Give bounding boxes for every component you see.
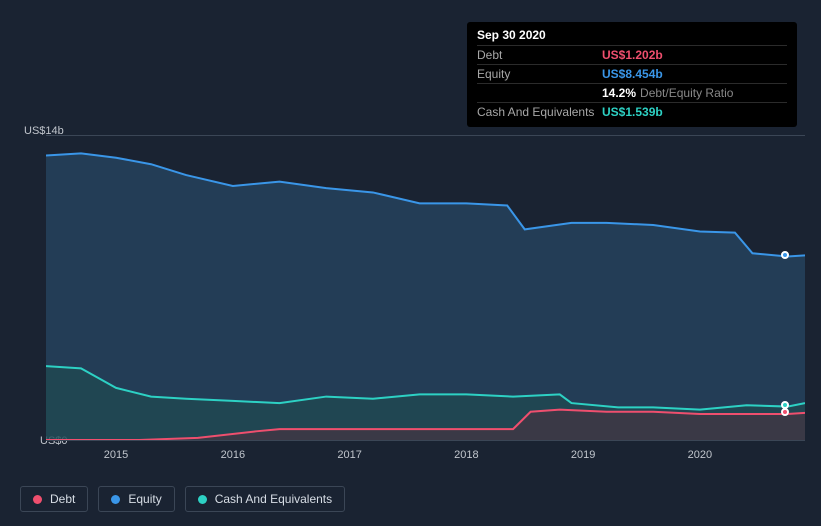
x-tick: 2020: [688, 449, 712, 461]
legend-debt[interactable]: Debt: [20, 486, 88, 512]
legend-cash-label: Cash And Equivalents: [215, 492, 332, 506]
tooltip-equity-label: Equity: [477, 67, 602, 81]
x-tick: 2016: [221, 449, 245, 461]
chart-tooltip: Sep 30 2020 Debt US$1.202b Equity US$8.4…: [467, 22, 797, 127]
tooltip-ratio-pct: 14.2%: [602, 86, 636, 100]
x-tick: 2019: [571, 449, 595, 461]
legend: Debt Equity Cash And Equivalents: [20, 486, 345, 512]
legend-debt-label: Debt: [50, 492, 75, 506]
dot-icon: [198, 495, 207, 504]
legend-equity-label: Equity: [128, 492, 161, 506]
x-axis-ticks: 2015 2016 2017 2018 2019 2020: [46, 449, 805, 463]
chart-svg: [46, 136, 805, 440]
tooltip-date: Sep 30 2020: [477, 28, 787, 46]
tooltip-cash-label: Cash And Equivalents: [477, 105, 602, 119]
dot-icon: [111, 495, 120, 504]
tooltip-equity-value: US$8.454b: [602, 67, 663, 81]
dot-icon: [33, 495, 42, 504]
tooltip-debt-value: US$1.202b: [602, 48, 663, 62]
tooltip-debt-label: Debt: [477, 48, 602, 62]
legend-cash[interactable]: Cash And Equivalents: [185, 486, 345, 512]
x-tick: 2017: [337, 449, 361, 461]
chart[interactable]: US$14b US$0 201520162017201820192020: [20, 125, 805, 471]
tooltip-ratio-label: Debt/Equity Ratio: [640, 86, 733, 100]
legend-equity[interactable]: Equity: [98, 486, 174, 512]
chart-plot[interactable]: [46, 135, 805, 441]
x-tick: 2018: [454, 449, 478, 461]
x-tick: 2015: [104, 449, 128, 461]
tooltip-cash-value: US$1.539b: [602, 105, 663, 119]
